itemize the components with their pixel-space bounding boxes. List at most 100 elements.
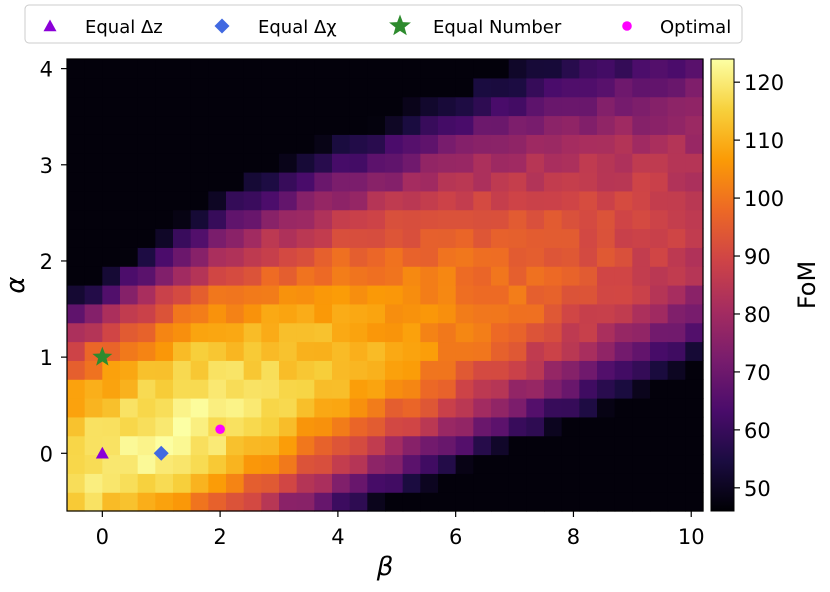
- heatmap-cell: [190, 96, 209, 117]
- heatmap-cell: [614, 77, 633, 98]
- heatmap-cell: [137, 153, 156, 173]
- heatmap-cell: [332, 341, 351, 361]
- heatmap-cell: [420, 228, 439, 248]
- heatmap-cell: [67, 454, 86, 474]
- heatmap-cell: [402, 473, 421, 493]
- heatmap-cell: [208, 492, 227, 512]
- heatmap-cell: [332, 266, 351, 286]
- heatmap-cell: [685, 435, 704, 456]
- marker-triangle: [95, 446, 109, 459]
- heatmap-cell: [349, 322, 368, 343]
- heatmap-cell: [526, 492, 545, 512]
- heatmap-cell: [402, 59, 421, 79]
- heatmap-cell: [102, 379, 121, 399]
- heatmap-cell: [261, 153, 280, 173]
- heatmap-cell: [455, 172, 474, 192]
- heatmap-cell: [314, 59, 333, 79]
- heatmap-cell: [685, 285, 704, 305]
- heatmap-cell: [597, 228, 616, 248]
- heatmap-cell: [544, 134, 563, 154]
- heatmap-cell: [314, 266, 333, 286]
- heatmap-cell: [261, 379, 280, 399]
- heatmap-cell: [402, 134, 421, 154]
- heatmap-cell: [155, 190, 174, 211]
- heatmap-cell: [579, 96, 598, 117]
- heatmap-cell: [155, 153, 174, 173]
- heatmap-cell: [526, 473, 545, 493]
- heatmap-cell: [349, 59, 368, 79]
- heatmap-cell: [226, 416, 245, 437]
- heatmap-cell: [84, 153, 103, 173]
- heatmap-cell: [508, 209, 527, 230]
- heatmap-cell: [579, 190, 598, 211]
- heatmap-cell: [579, 247, 598, 267]
- heatmap-cell: [243, 285, 262, 305]
- heatmap-cell: [473, 190, 492, 211]
- heatmap-cell: [279, 360, 298, 380]
- heatmap-cell: [420, 454, 439, 474]
- heatmap-cell: [243, 247, 262, 267]
- heatmap-cell: [508, 153, 527, 173]
- heatmap-cell: [349, 416, 368, 437]
- heatmap-cell: [102, 416, 121, 437]
- heatmap-cell: [438, 341, 457, 361]
- heatmap-cell: [561, 303, 580, 324]
- heatmap-cell: [650, 322, 669, 343]
- heatmap-cell: [667, 266, 686, 286]
- heatmap-cell: [597, 285, 616, 305]
- heatmap-cell: [120, 285, 139, 305]
- heatmap-cell: [155, 398, 174, 418]
- heatmap-cell: [455, 416, 474, 437]
- heatmap-cell: [243, 303, 262, 324]
- heatmap-cell: [226, 435, 245, 456]
- heatmap-cell: [243, 435, 262, 456]
- heatmap-cell: [650, 77, 669, 98]
- heatmap-cell: [367, 209, 386, 230]
- heatmap-cell: [667, 303, 686, 324]
- heatmap-cell: [508, 398, 527, 418]
- heatmap-cell: [155, 172, 174, 192]
- heatmap-cell: [632, 398, 651, 418]
- heatmap-cell: [685, 115, 704, 135]
- heatmap-cell: [455, 115, 474, 135]
- heatmap-cell: [614, 153, 633, 173]
- heatmap-cell: [438, 115, 457, 135]
- heatmap-cell: [84, 228, 103, 248]
- heatmap-cell: [632, 96, 651, 117]
- heatmap-cell: [438, 360, 457, 380]
- heatmap-cell: [314, 190, 333, 211]
- heatmap-cell: [561, 379, 580, 399]
- heatmap-cell: [155, 59, 174, 79]
- heatmap-cell: [491, 172, 510, 192]
- heatmap-cell: [614, 115, 633, 135]
- heatmap-cell: [332, 416, 351, 437]
- heatmap-cell: [349, 285, 368, 305]
- heatmap-cell: [67, 190, 86, 211]
- heatmap-cell: [544, 209, 563, 230]
- heatmap-cell: [526, 96, 545, 117]
- heatmap-cell: [208, 379, 227, 399]
- heatmap-cell: [632, 134, 651, 154]
- x-tick-label: 2: [213, 525, 226, 549]
- heatmap-cell: [420, 473, 439, 493]
- heatmap-cell: [579, 492, 598, 512]
- heatmap-cell: [67, 435, 86, 456]
- heatmap-cell: [614, 360, 633, 380]
- heatmap-cell: [385, 190, 404, 211]
- heatmap-cell: [208, 77, 227, 98]
- heatmap-cell: [508, 77, 527, 98]
- heatmap-cell: [402, 285, 421, 305]
- heatmap-cell: [208, 454, 227, 474]
- x-axis-label: β: [376, 552, 394, 582]
- heatmap-cell: [332, 134, 351, 154]
- heatmap-cell: [473, 209, 492, 230]
- heatmap-cell: [650, 266, 669, 286]
- heatmap-cell: [632, 379, 651, 399]
- heatmap-cell: [614, 473, 633, 493]
- heatmap-cell: [102, 115, 121, 135]
- heatmap-cell: [120, 341, 139, 361]
- heatmap-cell: [226, 190, 245, 211]
- heatmap-cell: [190, 285, 209, 305]
- heatmap-cell: [120, 96, 139, 117]
